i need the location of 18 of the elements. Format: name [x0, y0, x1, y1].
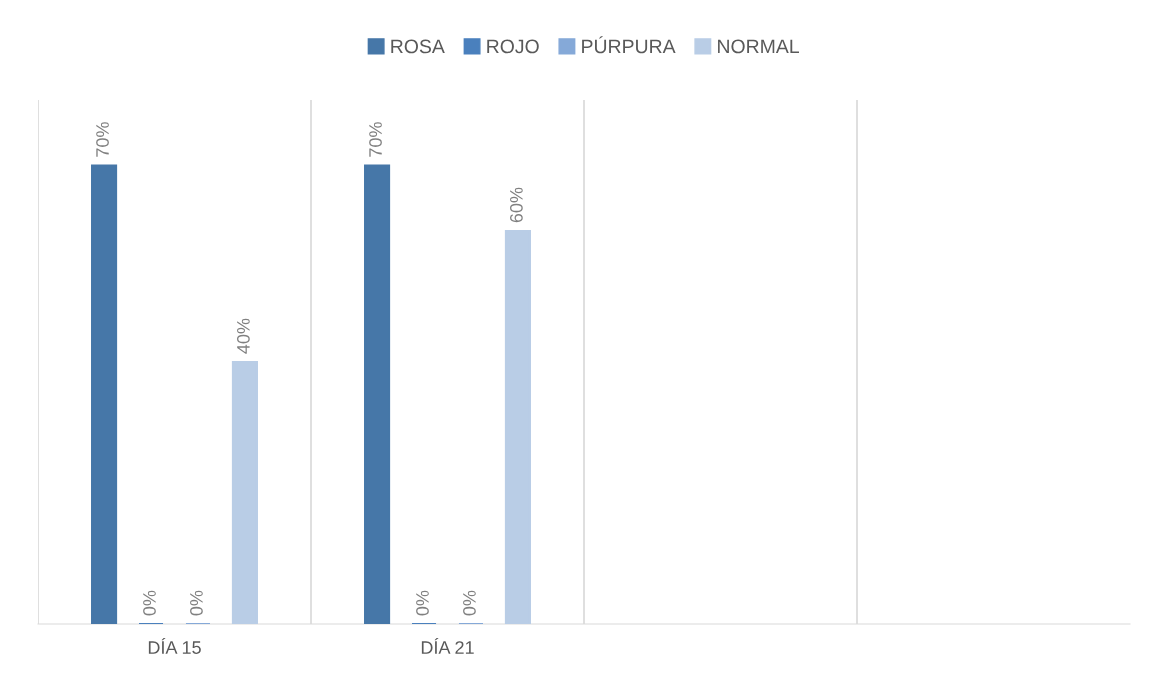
- bar: [364, 164, 391, 624]
- x-tick-label: DÍA 21: [421, 638, 474, 654]
- data-label: 40%: [237, 318, 250, 354]
- legend-label: NORMAL: [718, 39, 799, 54]
- bar: [91, 164, 118, 624]
- data-label: 70%: [96, 122, 109, 157]
- data-label: 0%: [190, 590, 203, 616]
- data-label: 0%: [416, 590, 429, 616]
- data-label: 60%: [510, 187, 523, 223]
- legend-label: PÚRPURA: [582, 36, 676, 54]
- bar: [504, 229, 531, 624]
- bar: [231, 360, 258, 624]
- x-tick-label: DÍA 15: [148, 638, 201, 654]
- legend-label: ROSA: [391, 39, 445, 54]
- data-label: 0%: [463, 590, 476, 616]
- data-label: 0%: [143, 590, 156, 616]
- legend-label: ROJO: [487, 39, 539, 54]
- data-label: 70%: [369, 122, 382, 157]
